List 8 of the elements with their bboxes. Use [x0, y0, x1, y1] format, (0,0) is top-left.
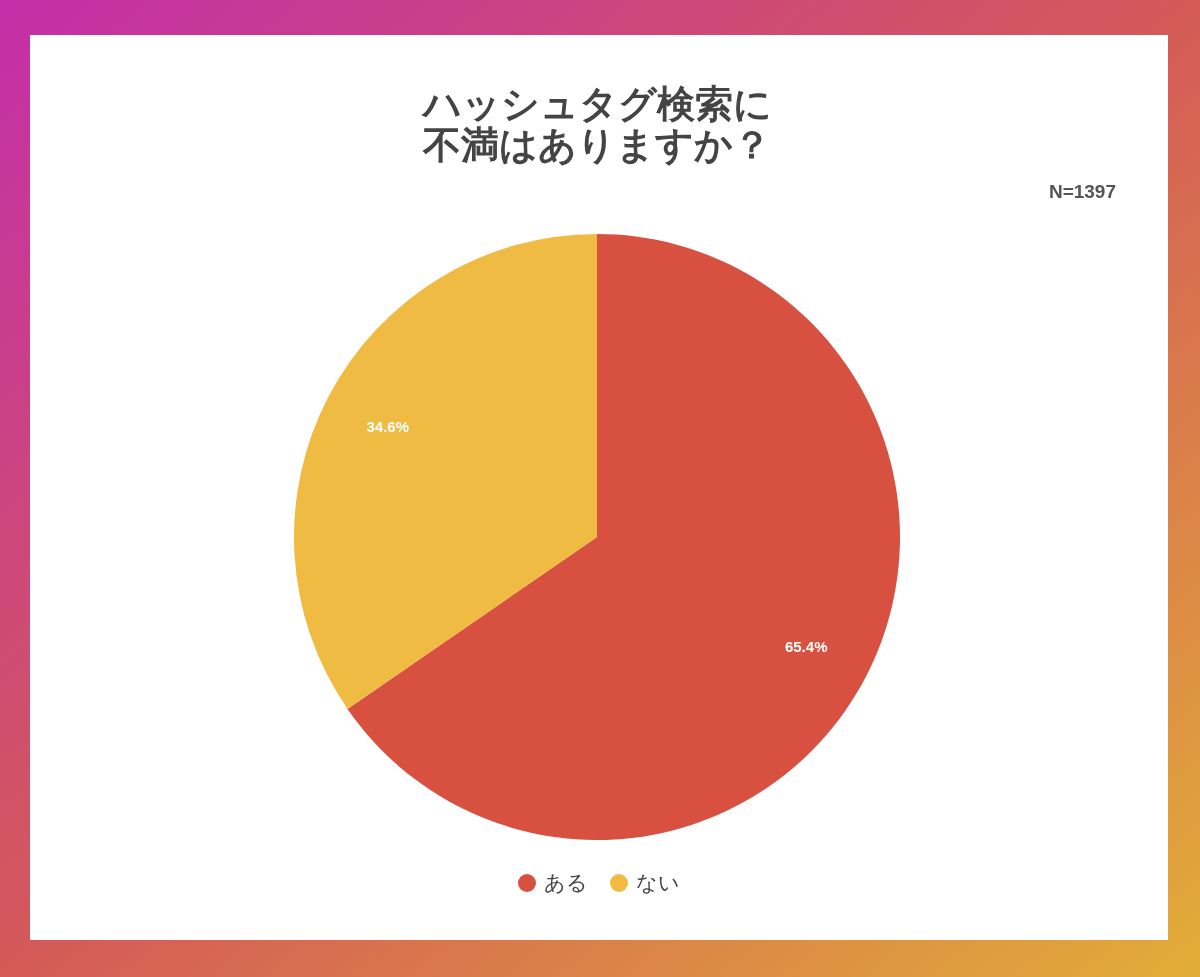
- text: N=1397: [1048, 181, 1116, 202]
- chart-title: ハッシュタグ検索に不満はありますか？: [420, 83, 772, 166]
- data-label: 65.4%: [784, 638, 828, 656]
- data-label: 34.6%: [366, 418, 410, 436]
- legend-label: ある: [544, 871, 588, 895]
- pie-slice: [294, 234, 597, 709]
- pie-slice: [347, 234, 900, 840]
- legend-label: ない: [636, 871, 680, 895]
